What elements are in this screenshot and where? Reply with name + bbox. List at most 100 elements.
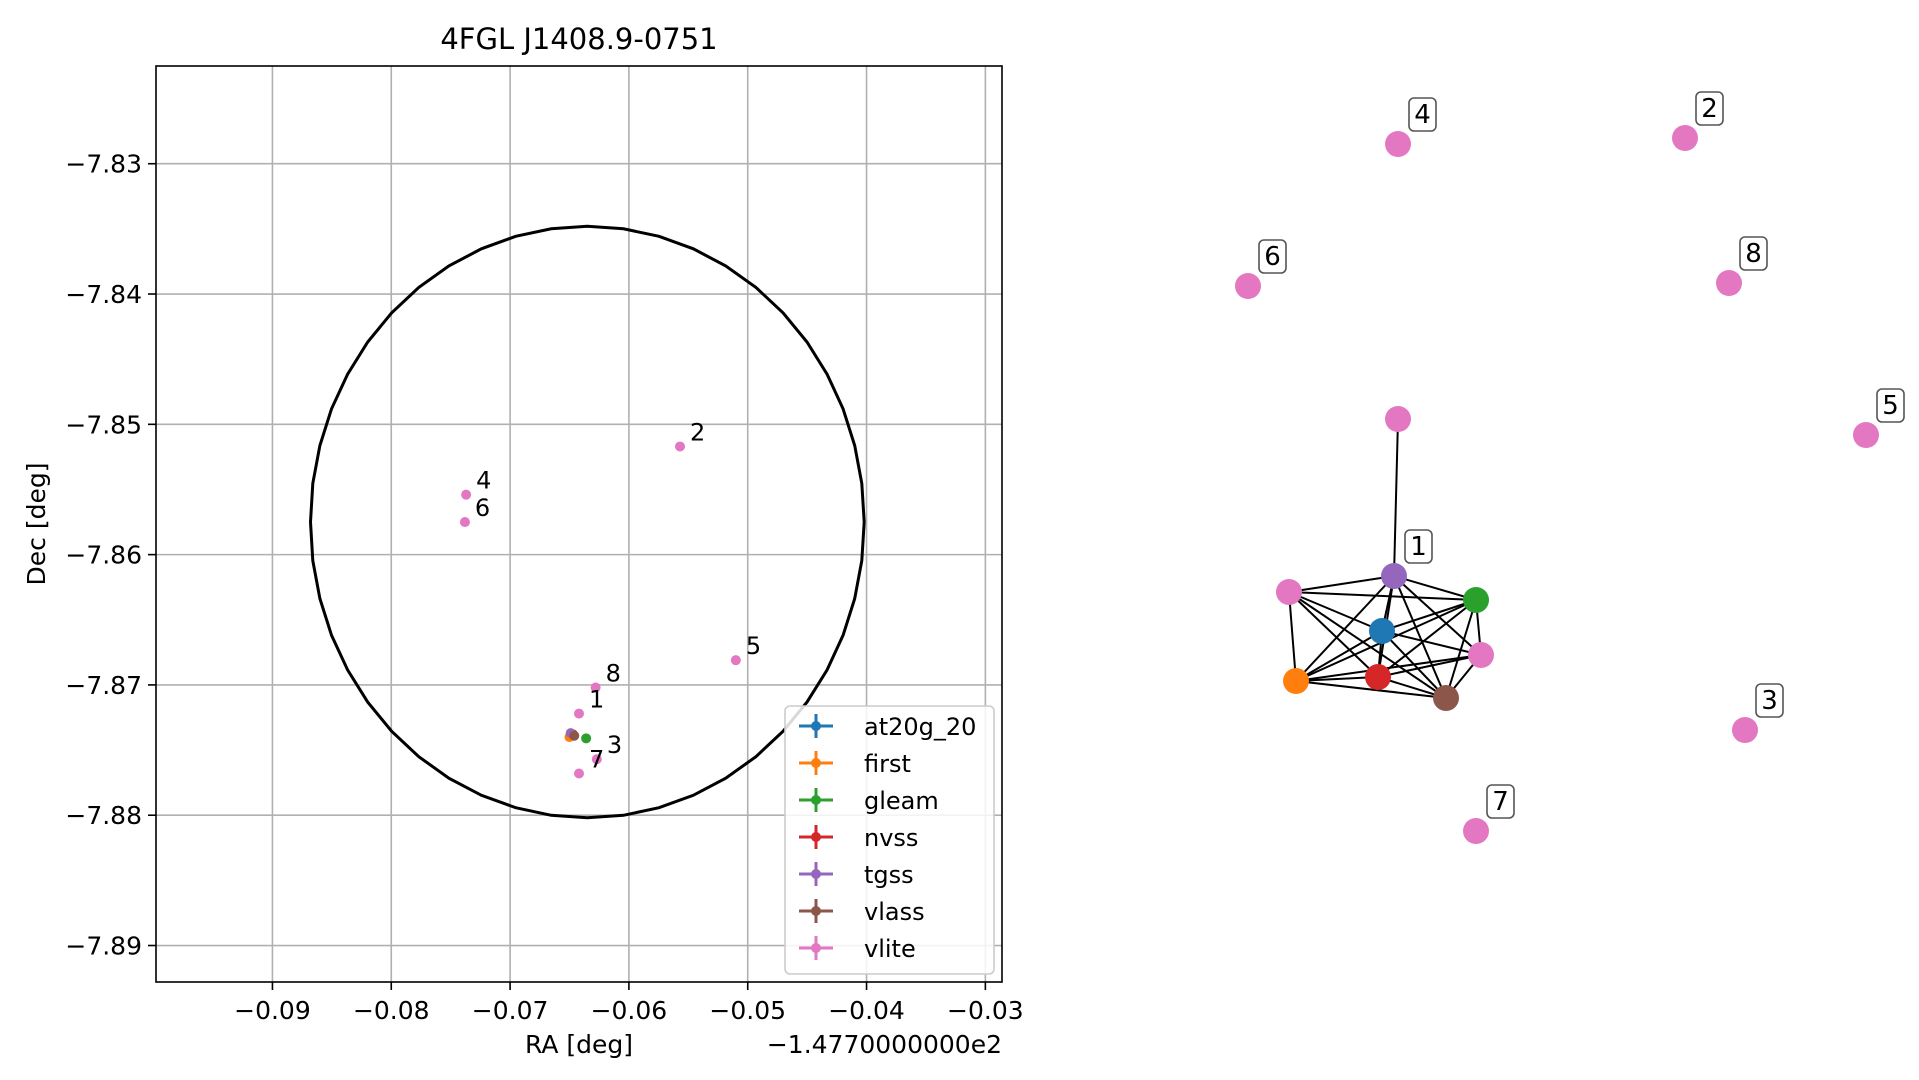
node-label: 2 [1701,94,1718,124]
graph-edge [1295,630,1383,682]
graph-edge [1295,676,1379,682]
legend-entry-at20g_20: at20g_20 [864,713,976,741]
data-points [459,441,741,779]
graph-edges [1288,418,1482,699]
graph-node-gleam [1463,587,1489,613]
data-point-vlite [590,682,601,693]
graph-node-tgss [1381,563,1407,589]
graph-node-v5 [1853,422,1879,448]
data-point-gleam [581,733,592,744]
x-tick-label: −0.09 [234,996,311,1025]
graph-edge [1288,575,1395,593]
graph-edge [1288,591,1297,682]
legend-marker-dot [811,721,821,731]
y-tick-label: −7.85 [65,410,142,439]
node-label-box [1258,239,1287,274]
legend-entry-vlass: vlass [864,898,925,926]
graph-node-vlass [1433,685,1459,711]
point-label: 3 [607,731,622,759]
graph-node-vliteA [1276,579,1302,605]
graph-node-first [1283,668,1309,694]
graph-node-v6 [1235,273,1261,299]
legend-marker-dot [811,795,821,805]
legend-marker-dot [811,832,821,842]
graph-node-v8 [1716,270,1742,296]
graph-edge [1288,591,1379,678]
point-label: 1 [589,686,604,714]
graph-edge [1377,654,1482,678]
y-tick-label: −7.86 [65,541,142,570]
graph-node-vliteB [1468,642,1494,668]
y-tick-label: −7.83 [65,150,142,179]
chart-title: 4FGL J1408.9-0751 [440,22,717,56]
graph-edge [1381,630,1482,656]
axes-frame [155,65,1003,983]
graph-edge [1393,575,1477,601]
graph-edge [1445,599,1477,699]
x-tick-label: −0.08 [353,996,430,1025]
x-tick-label: −0.06 [591,996,668,1025]
point-label: 6 [475,494,490,522]
localization-ellipse [308,224,866,820]
graph-edge [1393,575,1482,656]
node-label-box [1755,683,1784,718]
graph-node-v3 [1732,717,1758,743]
graph-edge [1288,591,1477,601]
graph-node-v2 [1672,125,1698,151]
axis-ticks: −0.09 −0.08 −0.07 −0.06 −0.05 −0.04 −0.03 −7.83… [65,150,1023,1025]
point-label: 2 [690,418,705,446]
data-point-vlite [461,489,472,500]
x-tick-label: −0.05 [709,996,786,1025]
graph-edge [1288,591,1383,632]
graph-edge [1295,654,1482,682]
y-tick-label: −7.88 [65,801,142,830]
node-label-box [1408,97,1437,132]
graph-node-labels: 1 2 3 4 5 6 7 8 [1258,91,1905,819]
data-point-vlite [574,708,584,719]
graph-node-vliteC [1385,406,1411,432]
graph-node-at20g [1369,618,1395,644]
point-label: 4 [476,467,491,495]
data-point-vlite [674,441,685,452]
graph-node-v7 [1463,818,1489,844]
y-axis-label: Dec [deg] [22,463,51,586]
node-label-box [1404,529,1433,564]
node-label-box [1739,236,1768,271]
network-graph-panel: 1 2 3 4 5 6 7 8 [1235,91,1905,844]
y-tick-label: −7.87 [65,671,142,700]
x-axis-label: RA [deg] [525,1030,633,1059]
graph-edge [1288,591,1447,699]
graph-edge [1377,599,1477,678]
point-label: 7 [589,746,604,774]
legend-entry-gleam: gleam [864,787,939,815]
legend-entry-tgss: tgss [864,861,914,889]
graph-node-nvss [1365,664,1391,690]
x-tick-label: −0.04 [828,996,905,1025]
node-label: 4 [1414,100,1431,130]
y-tick-label: −7.84 [65,280,142,309]
legend-entry-nvss: nvss [864,824,918,852]
legend-entry-first: first [864,750,911,778]
graph-edge [1295,575,1395,682]
node-label: 8 [1745,239,1762,269]
graph-edge [1381,599,1477,632]
graph-edge [1393,418,1399,577]
data-point-vlite [459,517,470,528]
data-point-vlite [591,754,602,765]
graph-nodes [1235,125,1879,844]
point-label: 8 [606,660,621,688]
data-point-vlite [574,768,584,779]
x-axis-offset-label: −1.4770000000e2 [767,1030,1002,1059]
graph-node-v4 [1385,131,1411,157]
x-tick-label: −0.07 [472,996,549,1025]
node-label-box [1695,91,1724,126]
node-label: 3 [1761,686,1778,716]
node-label-box [1486,784,1515,819]
node-label-box [1876,388,1905,423]
graph-edge [1295,680,1447,699]
data-point-vlite [730,655,741,666]
y-tick-label: −7.89 [65,932,142,961]
node-label: 1 [1410,532,1427,562]
